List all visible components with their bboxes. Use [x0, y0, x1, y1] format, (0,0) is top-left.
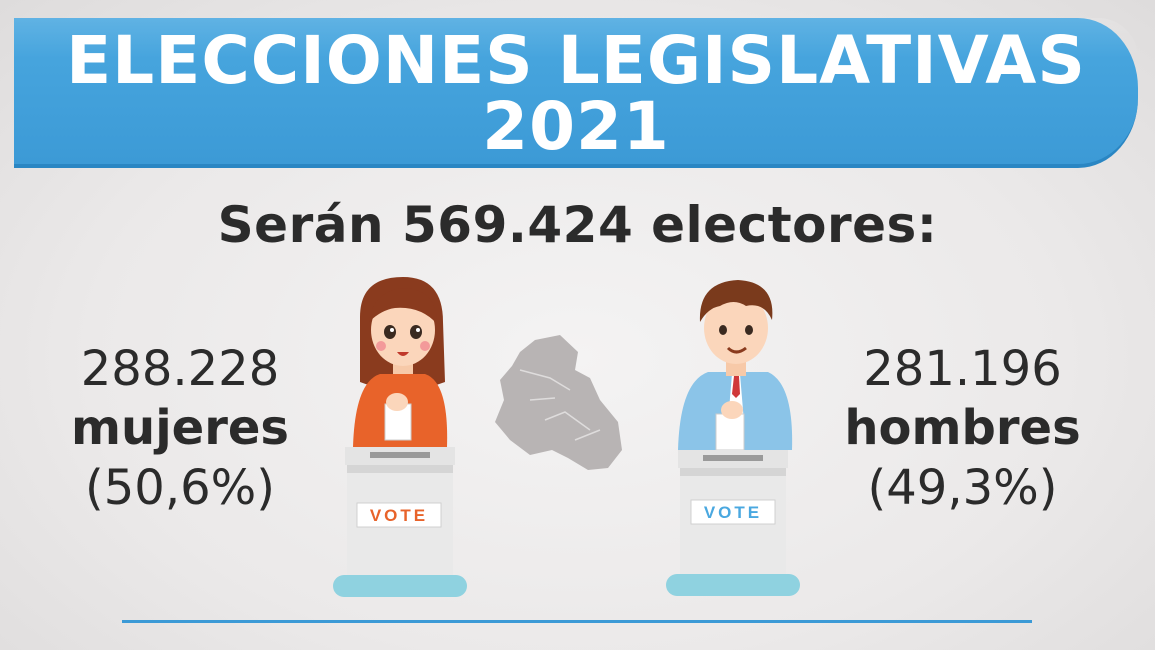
province-map-icon	[495, 335, 622, 470]
women-percent: (50,6%)	[85, 460, 275, 516]
bottom-divider	[122, 620, 1032, 623]
woman-voter-illustration: VOTE	[333, 277, 467, 597]
banner-highlight	[14, 18, 1138, 58]
women-count: 288.228	[80, 341, 280, 397]
men-ballot-label: VOTE	[704, 503, 762, 522]
women-stat: 288.228 mujeres (50,6%)	[60, 340, 300, 518]
title-banner	[14, 18, 1138, 168]
men-percent: (49,3%)	[867, 460, 1058, 516]
title-line-1: ELECCIONES LEGISLATIVAS	[66, 22, 1086, 99]
electors-total: Serán 569.424 electores:	[217, 196, 938, 254]
men-count: 281.196	[863, 341, 1062, 397]
man-voter-illustration: VOTE	[666, 280, 800, 596]
men-label: hombres	[844, 400, 1081, 456]
women-ballot-label: VOTE	[370, 506, 428, 525]
men-stat: 281.196 hombres (49,3%)	[830, 340, 1095, 518]
title-line-2: 2021	[482, 88, 670, 165]
women-label: mujeres	[71, 400, 289, 456]
